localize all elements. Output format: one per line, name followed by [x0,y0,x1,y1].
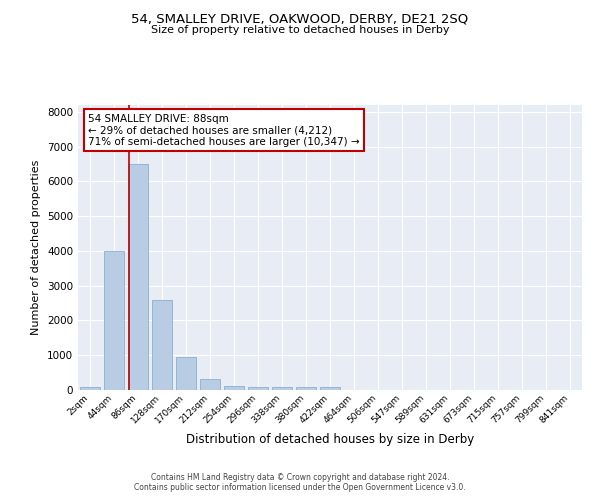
Text: Contains public sector information licensed under the Open Government Licence v3: Contains public sector information licen… [134,482,466,492]
Bar [176,356,196,390]
Text: 54 SMALLEY DRIVE: 88sqm
← 29% of detached houses are smaller (4,212)
71% of semi: 54 SMALLEY DRIVE: 88sqm ← 29% of detache… [88,114,360,147]
Bar [320,388,340,390]
Bar [296,387,316,390]
Bar [224,386,244,390]
Bar [272,388,292,390]
X-axis label: Distribution of detached houses by size in Derby: Distribution of detached houses by size … [186,433,474,446]
Bar [80,387,100,390]
Bar [152,300,172,390]
Bar [200,379,220,390]
Bar [248,386,268,390]
Bar [104,251,124,390]
Text: Size of property relative to detached houses in Derby: Size of property relative to detached ho… [151,25,449,35]
Text: Contains HM Land Registry data © Crown copyright and database right 2024.: Contains HM Land Registry data © Crown c… [151,472,449,482]
Y-axis label: Number of detached properties: Number of detached properties [31,160,41,335]
Bar [128,164,148,390]
Text: 54, SMALLEY DRIVE, OAKWOOD, DERBY, DE21 2SQ: 54, SMALLEY DRIVE, OAKWOOD, DERBY, DE21 … [131,12,469,26]
